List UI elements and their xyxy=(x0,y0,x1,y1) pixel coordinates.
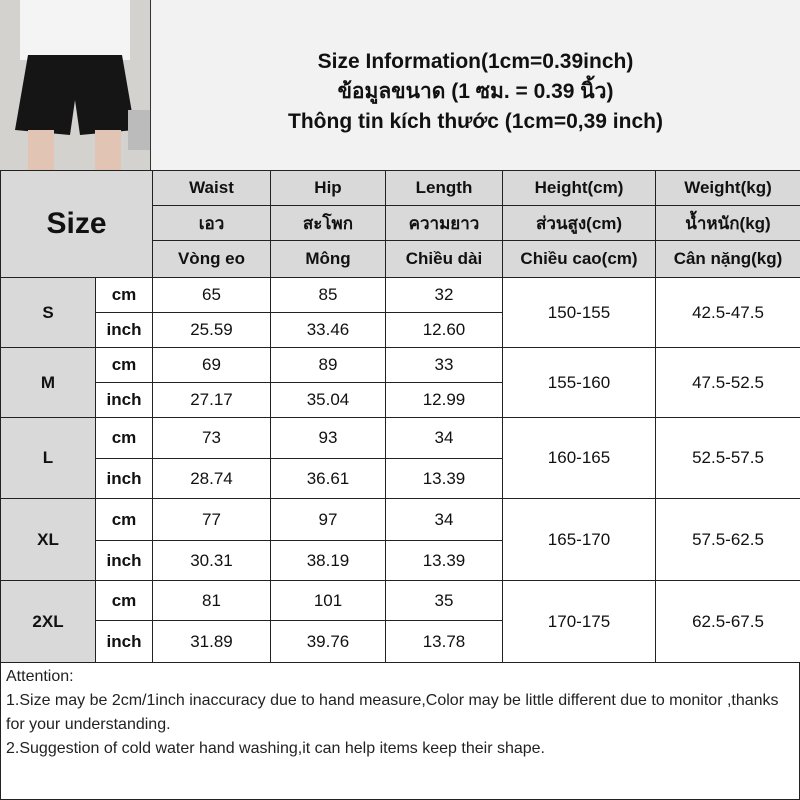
title-vietnamese: Thông tin kích thước (1cm=0,39 inch) xyxy=(288,110,663,133)
measurement-cell: 32 xyxy=(385,277,503,313)
size-label: 2XL xyxy=(0,580,96,663)
measurement-cell: 65 xyxy=(152,277,271,313)
height-range: 170-175 xyxy=(502,580,656,663)
column-header: Waist xyxy=(152,170,271,206)
measurement-cell: 33.46 xyxy=(270,312,386,348)
measurement-cell: 77 xyxy=(152,498,271,541)
measurement-cell: 28.74 xyxy=(152,458,271,499)
size-label: XL xyxy=(0,498,96,581)
column-header: ความยาว xyxy=(385,205,503,241)
height-range: 150-155 xyxy=(502,277,656,348)
measurement-cell: 12.99 xyxy=(385,382,503,418)
measurement-cell: 35.04 xyxy=(270,382,386,418)
measurement-cell: 33 xyxy=(385,347,503,383)
column-header: ส่วนสูง(cm) xyxy=(502,205,656,241)
measurement-cell: 12.60 xyxy=(385,312,503,348)
measurement-cell: 34 xyxy=(385,417,503,459)
measurement-cell: 89 xyxy=(270,347,386,383)
unit-label: cm xyxy=(95,580,153,621)
product-photo xyxy=(0,0,150,170)
size-table: Size Waist Hip Length Height(cm) Weight(kg) เอ… xyxy=(0,170,800,663)
column-header: Mông xyxy=(270,240,386,278)
measurement-cell: 97 xyxy=(270,498,386,541)
measurement-cell: 36.61 xyxy=(270,458,386,499)
unit-label: cm xyxy=(95,498,153,541)
column-header: Chiều cao(cm) xyxy=(502,240,656,278)
measurement-cell: 34 xyxy=(385,498,503,541)
size-header: Size xyxy=(0,170,153,278)
unit-label: cm xyxy=(95,347,153,383)
unit-label: cm xyxy=(95,417,153,459)
column-header: น้ำหนัก(kg) xyxy=(655,205,800,241)
height-range: 155-160 xyxy=(502,347,656,418)
column-header: สะโพก xyxy=(270,205,386,241)
column-header: Height(cm) xyxy=(502,170,656,206)
unit-label: inch xyxy=(95,620,153,663)
measurement-cell: 30.31 xyxy=(152,540,271,581)
attention-heading: Attention: xyxy=(6,668,74,685)
size-label: S xyxy=(0,277,96,348)
unit-label: inch xyxy=(95,540,153,581)
title-thai: ข้อมูลขนาด (1 ซม. = 0.39 นิ้ว) xyxy=(337,80,614,103)
measurement-cell: 93 xyxy=(270,417,386,459)
measurement-cell: 13.78 xyxy=(385,620,503,663)
column-header: Chiều dài xyxy=(385,240,503,278)
unit-label: inch xyxy=(95,458,153,499)
weight-range: 47.5-52.5 xyxy=(655,347,800,418)
column-header: Cân nặng(kg) xyxy=(655,240,800,278)
measurement-cell: 69 xyxy=(152,347,271,383)
column-header: Hip xyxy=(270,170,386,206)
column-header: Length xyxy=(385,170,503,206)
height-range: 165-170 xyxy=(502,498,656,581)
attention-note-1: 1.Size may be 2cm/1inch inaccuracy due t… xyxy=(6,692,779,733)
size-label: M xyxy=(0,347,96,418)
attention-notes: Attention: 1.Size may be 2cm/1inch inacc… xyxy=(0,662,800,800)
measurement-cell: 39.76 xyxy=(270,620,386,663)
weight-range: 57.5-62.5 xyxy=(655,498,800,581)
size-info-title: Size Information(1cm=0.39inch) ข้อมูลขนา… xyxy=(150,0,800,170)
column-header: เอว xyxy=(152,205,271,241)
measurement-cell: 101 xyxy=(270,580,386,621)
measurement-cell: 13.39 xyxy=(385,540,503,581)
unit-label: cm xyxy=(95,277,153,313)
weight-range: 62.5-67.5 xyxy=(655,580,800,663)
measurement-cell: 27.17 xyxy=(152,382,271,418)
column-header: Weight(kg) xyxy=(655,170,800,206)
attention-note-2: 2.Suggestion of cold water hand washing,… xyxy=(6,740,545,757)
measurement-cell: 13.39 xyxy=(385,458,503,499)
measurement-cell: 73 xyxy=(152,417,271,459)
unit-label: inch xyxy=(95,382,153,418)
column-header: Vòng eo xyxy=(152,240,271,278)
title-english: Size Information(1cm=0.39inch) xyxy=(317,50,634,73)
unit-label: inch xyxy=(95,312,153,348)
size-label: L xyxy=(0,417,96,499)
height-range: 160-165 xyxy=(502,417,656,499)
weight-range: 42.5-47.5 xyxy=(655,277,800,348)
weight-range: 52.5-57.5 xyxy=(655,417,800,499)
measurement-cell: 35 xyxy=(385,580,503,621)
measurement-cell: 85 xyxy=(270,277,386,313)
measurement-cell: 81 xyxy=(152,580,271,621)
measurement-cell: 25.59 xyxy=(152,312,271,348)
measurement-cell: 38.19 xyxy=(270,540,386,581)
measurement-cell: 31.89 xyxy=(152,620,271,663)
